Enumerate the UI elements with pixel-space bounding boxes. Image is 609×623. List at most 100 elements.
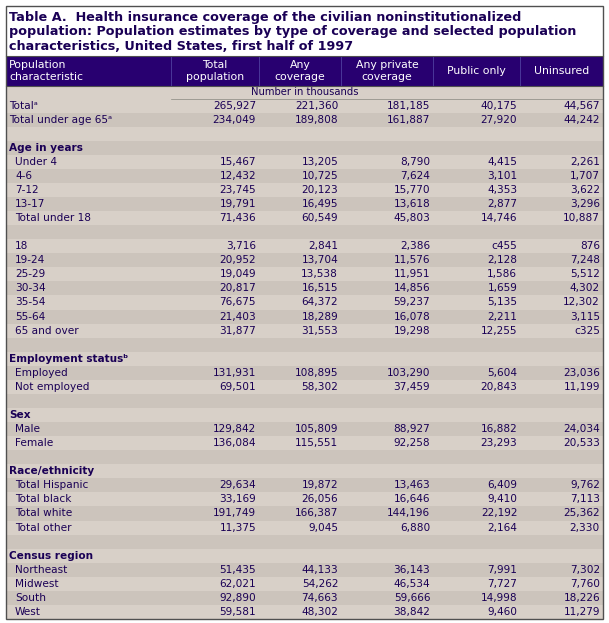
Bar (6, 295, 603, 310)
Text: 44,567: 44,567 (563, 100, 600, 110)
Text: Number in thousands: Number in thousands (251, 87, 358, 97)
Text: ᴄ325: ᴄ325 (574, 326, 600, 336)
Text: 9,045: 9,045 (308, 523, 338, 533)
Text: 2,877: 2,877 (487, 199, 517, 209)
Text: 74,663: 74,663 (301, 593, 338, 603)
Bar (6, 98, 603, 113)
Text: 6,409: 6,409 (487, 480, 517, 490)
Bar (6, 422, 603, 436)
Text: 23,293: 23,293 (481, 438, 517, 448)
Bar (6, 338, 603, 352)
Text: Under 4: Under 4 (15, 157, 57, 167)
Text: 7,760: 7,760 (570, 579, 600, 589)
Text: 136,084: 136,084 (213, 438, 256, 448)
Bar (6, 141, 603, 155)
Text: 76,675: 76,675 (220, 297, 256, 308)
Text: 131,931: 131,931 (213, 368, 256, 378)
Text: 20,843: 20,843 (481, 382, 517, 392)
Text: 23,036: 23,036 (563, 368, 600, 378)
Text: 69,501: 69,501 (219, 382, 256, 392)
Text: 37,459: 37,459 (393, 382, 430, 392)
Text: 18,289: 18,289 (301, 312, 338, 321)
Text: 3,296: 3,296 (570, 199, 600, 209)
Text: 9,410: 9,410 (487, 495, 517, 505)
Text: 16,646: 16,646 (394, 495, 430, 505)
Text: 5,604: 5,604 (487, 368, 517, 378)
Text: 33,169: 33,169 (219, 495, 256, 505)
Text: 144,196: 144,196 (387, 508, 430, 518)
Text: Total under age 65ᵃ: Total under age 65ᵃ (9, 115, 112, 125)
Text: 5,135: 5,135 (487, 297, 517, 308)
Bar (6, 408, 603, 422)
Text: 11,576: 11,576 (394, 255, 430, 265)
Text: 30-34: 30-34 (15, 283, 46, 293)
Text: 18: 18 (15, 241, 29, 251)
Text: 876: 876 (580, 241, 600, 251)
Text: 1,586: 1,586 (487, 269, 517, 279)
Text: 14,746: 14,746 (481, 213, 517, 223)
Text: 265,927: 265,927 (213, 100, 256, 110)
Text: 12,255: 12,255 (481, 326, 517, 336)
Text: 16,882: 16,882 (481, 424, 517, 434)
Text: Total
population: Total population (186, 60, 244, 82)
Text: 51,435: 51,435 (219, 565, 256, 575)
Text: Any
coverage: Any coverage (275, 60, 326, 82)
Text: 31,553: 31,553 (301, 326, 338, 336)
Text: 15,770: 15,770 (393, 185, 430, 195)
Text: 71,436: 71,436 (219, 213, 256, 223)
Text: 16,515: 16,515 (301, 283, 338, 293)
Text: 13-17: 13-17 (15, 199, 46, 209)
Bar (6, 521, 603, 535)
Text: 7,302: 7,302 (570, 565, 600, 575)
Text: Total other: Total other (15, 523, 71, 533)
Text: 21,403: 21,403 (219, 312, 256, 321)
Text: 88,927: 88,927 (393, 424, 430, 434)
Text: 2,261: 2,261 (570, 157, 600, 167)
Bar (6, 352, 603, 366)
Bar (6, 126, 603, 141)
Text: 7-12: 7-12 (15, 185, 38, 195)
Bar (6, 55, 603, 85)
Text: 108,895: 108,895 (295, 368, 338, 378)
Text: 24,034: 24,034 (563, 424, 600, 434)
Text: 10,887: 10,887 (563, 213, 600, 223)
Text: 234,049: 234,049 (213, 115, 256, 125)
Text: 7,113: 7,113 (570, 495, 600, 505)
Text: 44,133: 44,133 (301, 565, 338, 575)
Bar (6, 183, 603, 197)
Text: 22,192: 22,192 (481, 508, 517, 518)
Text: 25-29: 25-29 (15, 269, 45, 279)
Text: 221,360: 221,360 (295, 100, 338, 110)
Text: 11,951: 11,951 (394, 269, 430, 279)
Bar (6, 506, 603, 521)
Bar (6, 267, 603, 282)
Text: 19,872: 19,872 (301, 480, 338, 490)
Bar (6, 6, 603, 55)
Bar (6, 450, 603, 464)
Text: 3,622: 3,622 (570, 185, 600, 195)
Bar (6, 310, 603, 323)
Text: 1,707: 1,707 (570, 171, 600, 181)
Text: Total Hispanic: Total Hispanic (15, 480, 88, 490)
Bar (6, 211, 603, 225)
Text: 3,101: 3,101 (487, 171, 517, 181)
Bar (6, 253, 603, 267)
Text: 92,890: 92,890 (219, 593, 256, 603)
Text: 59,581: 59,581 (219, 607, 256, 617)
Text: 181,185: 181,185 (387, 100, 430, 110)
Text: 19-24: 19-24 (15, 255, 45, 265)
Bar (6, 380, 603, 394)
Text: 13,538: 13,538 (301, 269, 338, 279)
Text: 11,279: 11,279 (563, 607, 600, 617)
Text: 2,386: 2,386 (400, 241, 430, 251)
Text: West: West (15, 607, 41, 617)
Text: 4,415: 4,415 (487, 157, 517, 167)
Text: 9,762: 9,762 (570, 480, 600, 490)
Text: 38,842: 38,842 (393, 607, 430, 617)
Text: Uninsured: Uninsured (534, 65, 590, 75)
Text: 19,791: 19,791 (220, 199, 256, 209)
Text: 44,242: 44,242 (563, 115, 600, 125)
Text: 13,704: 13,704 (301, 255, 338, 265)
Text: Table A.  Health insurance coverage of the civilian noninstitutionalized: Table A. Health insurance coverage of th… (9, 11, 521, 24)
Text: Census region: Census region (9, 551, 93, 561)
